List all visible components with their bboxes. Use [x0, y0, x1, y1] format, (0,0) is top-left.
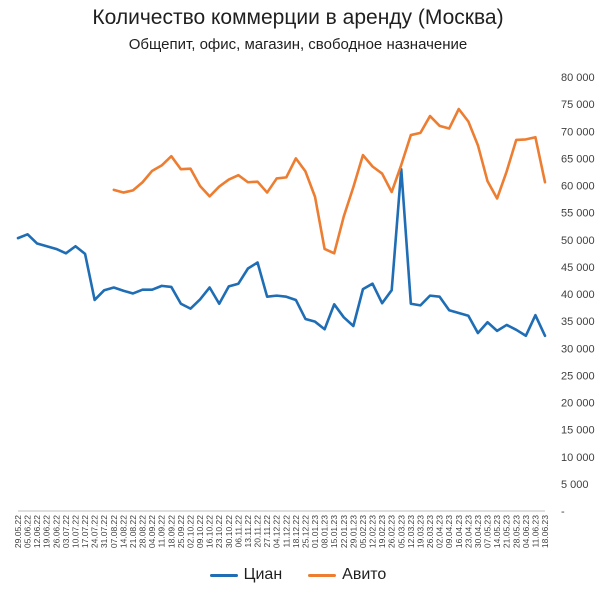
y-tick-label: 25 000: [561, 370, 595, 382]
x-tick-label: 09.10.22: [195, 515, 205, 548]
x-tick-label: 12.02.23: [368, 515, 378, 548]
x-tick-label: 08.01.23: [320, 515, 330, 548]
y-tick-label: 45 000: [561, 262, 595, 274]
x-tick-label: 06.11.22: [233, 515, 243, 548]
y-tick-label: 75 000: [561, 99, 595, 111]
x-tick-label: 07.05.23: [483, 515, 493, 548]
x-tick-label: 17.07.22: [80, 515, 90, 548]
legend-label-cian: Циан: [243, 566, 283, 583]
legend-item-avito: Авито: [308, 566, 386, 584]
x-tick-label: 05.02.23: [358, 515, 368, 548]
x-tick-label: 26.06.22: [51, 515, 61, 548]
x-tick-label: 15.01.23: [329, 515, 339, 548]
x-tick-label: 13.11.22: [243, 515, 253, 548]
y-tick-label: 80 000: [561, 72, 595, 84]
x-tick-label: 21.05.23: [502, 515, 512, 548]
y-tick-label: 35 000: [561, 316, 595, 328]
legend-label-avito: Авито: [342, 566, 387, 583]
y-tick-label: 55 000: [561, 208, 595, 220]
y-tick-label: 70 000: [561, 126, 595, 138]
x-tick-label: 04.09.22: [147, 515, 157, 548]
x-tick-label: 05.03.23: [396, 515, 406, 548]
x-tick-label: 05.06.22: [23, 515, 33, 548]
x-tick-label: 23.10.22: [214, 515, 224, 548]
series-lines: [16, 107, 547, 338]
x-tick-label: 02.04.23: [435, 515, 445, 548]
x-tick-label: 21.08.22: [128, 515, 138, 548]
x-tick-label: 30.10.22: [224, 515, 234, 548]
x-tick-label: 01.01.23: [310, 515, 320, 548]
y-tick-label: 15 000: [561, 425, 595, 437]
legend-swatch-cian: [209, 573, 238, 577]
y-tick-label: 20 000: [561, 398, 595, 410]
x-tick-label: 31.07.22: [99, 515, 109, 548]
y-tick-label: 50 000: [561, 235, 595, 247]
x-tick-label: 18.06.23: [540, 515, 550, 548]
series-line-1: [112, 107, 547, 255]
x-tick-label: 16.04.23: [454, 515, 464, 548]
x-tick-label: 19.06.22: [42, 515, 52, 548]
x-tick-label: 20.11.22: [253, 515, 263, 548]
x-tick-label: 28.08.22: [138, 515, 148, 548]
x-tick-label: 10.07.22: [70, 515, 80, 548]
x-tick-label: 19.03.23: [415, 515, 425, 548]
y-tick-label: 40 000: [561, 289, 595, 301]
y-tick-label: 5 000: [561, 479, 589, 491]
x-tick-label: 12.03.23: [406, 515, 416, 548]
series-line-0: [16, 167, 547, 338]
x-tick-label: 28.05.23: [511, 515, 521, 548]
y-tick-label: 60 000: [561, 181, 595, 193]
x-tick-label: 02.10.22: [185, 515, 195, 548]
x-tick-label: 12.06.22: [32, 515, 42, 548]
x-tick-label: 07.08.22: [109, 515, 119, 548]
y-axis-ticks: - 5 000 10 000 15 000 20 000 25 000 30 000 35 0…: [561, 72, 595, 518]
chart-subtitle: Общепит, офис, магазин, свободное назнач…: [128, 36, 468, 53]
y-tick-label: 65 000: [561, 153, 595, 165]
x-tick-label: 11.12.22: [281, 515, 291, 548]
x-tick-label: 26.02.23: [387, 515, 397, 548]
x-tick-label: 18.09.22: [166, 515, 176, 548]
x-tick-label: 22.01.23: [339, 515, 349, 548]
x-axis-ticks: 29.05.22 05.06.22 12.06.22 19.06.22 26.06.22…: [13, 515, 550, 548]
x-tick-label: 19.02.23: [377, 515, 387, 548]
x-tick-label: 14.05.23: [492, 515, 502, 548]
x-tick-label: 25.09.22: [176, 515, 186, 548]
y-tick-label: 30 000: [561, 343, 595, 355]
legend-item-cian: Циан: [209, 566, 283, 584]
x-tick-label: 29.01.23: [348, 515, 358, 548]
x-tick-label: 29.05.22: [13, 515, 23, 548]
x-tick-label: 25.12.22: [300, 515, 310, 548]
x-tick-label: 11.06.23: [530, 515, 540, 548]
x-tick-label: 26.03.23: [425, 515, 435, 548]
x-tick-label: 27.11.22: [262, 515, 272, 548]
y-tick-label: -: [561, 506, 565, 518]
y-tick-label: 10 000: [561, 452, 595, 464]
x-tick-label: 11.09.22: [157, 515, 167, 548]
x-tick-label: 03.07.22: [61, 515, 71, 548]
x-tick-label: 09.04.23: [444, 515, 454, 548]
x-tick-label: 18.12.22: [291, 515, 301, 548]
chart-legend: Циан Авито: [0, 566, 596, 584]
x-tick-label: 04.12.22: [272, 515, 282, 548]
x-tick-label: 04.06.23: [521, 515, 531, 548]
x-tick-label: 14.08.22: [118, 515, 128, 548]
x-tick-label: 30.04.23: [473, 515, 483, 548]
legend-swatch-avito: [308, 573, 337, 577]
x-tick-label: 16.10.22: [205, 515, 215, 548]
x-tick-label: 23.04.23: [463, 515, 473, 548]
x-tick-label: 24.07.22: [90, 515, 100, 548]
chart-title: Количество коммерции в аренду (Москва): [92, 6, 504, 29]
